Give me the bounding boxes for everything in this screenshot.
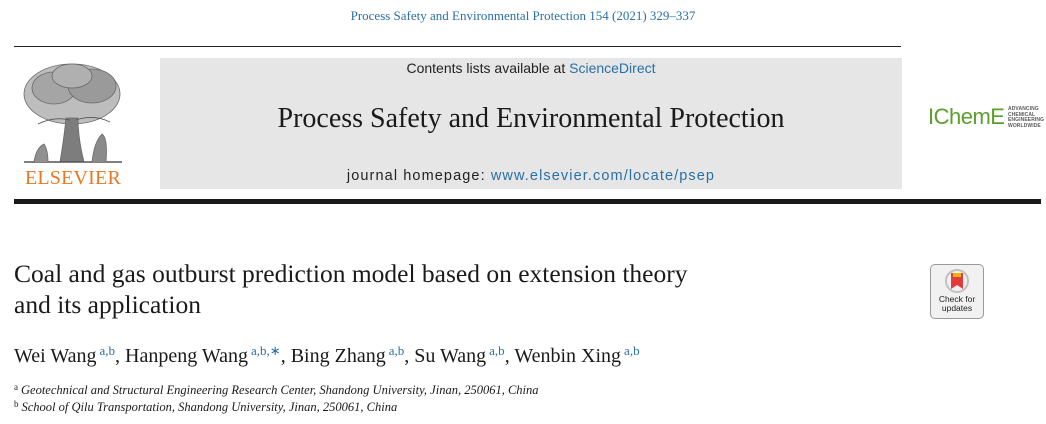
header-divider — [14, 46, 901, 47]
author-name[interactable]: Wenbin Xing — [514, 345, 622, 367]
homepage-link[interactable]: www.elsevier.com/locate/psep — [490, 168, 716, 184]
check-for-updates-line: updates — [941, 303, 973, 313]
author-affiliation-marks[interactable]: a,b — [99, 343, 116, 358]
affiliation-text: School of Qilu Transportation, Shandong … — [21, 400, 398, 414]
header-bottom-rule — [14, 199, 1041, 204]
affiliation-b: b School of Qilu Transportation, Shandong… — [14, 399, 397, 415]
journal-header-band — [160, 58, 902, 189]
affiliation-a: a Geotechnical and Structural Engineering… — [14, 382, 539, 398]
icheme-tagline-line: ADVANCING — [1008, 106, 1039, 112]
author-name[interactable]: Hanpeng Wang — [125, 345, 249, 367]
icheme-tagline-line: CHEMICAL — [1008, 111, 1036, 118]
icheme-tagline-line: WORLDWIDE — [1008, 122, 1041, 129]
check-for-updates-line: Check for — [938, 294, 976, 304]
journal-homepage-line: journal homepage: www.elsevier.com/locat… — [160, 168, 902, 184]
elsevier-logo[interactable] — [14, 58, 132, 190]
author-name[interactable]: Su Wang — [414, 345, 487, 367]
author-affiliation-marks[interactable]: a,b — [388, 343, 405, 358]
author-affiliation-marks[interactable]: a,b — [624, 343, 640, 358]
author-list: Wei Wang a,b, Hanpeng Wang a,b,∗, Bing Zha… — [14, 343, 640, 367]
author-affiliation-marks[interactable]: a,b,∗ — [251, 343, 281, 358]
tree-engraving-icon — [23, 63, 122, 163]
contents-line: Contents lists available at ScienceDirec… — [160, 60, 902, 76]
check-for-updates-label: Check for updates — [931, 295, 983, 313]
affiliation-mark: b — [14, 399, 19, 409]
contents-prefix: Contents lists available at — [406, 60, 570, 76]
article-title-line: and its application — [14, 290, 201, 319]
icheme-tagline: ADVANCING CHEMICAL ENGINEERING WORLDWIDE — [1008, 106, 1045, 129]
icheme-tagline-line: ENGINEERING — [1008, 117, 1045, 124]
author-affiliation-marks[interactable]: a,b — [489, 343, 505, 358]
icheme-logo[interactable]: IChemE ADVANCING CHEMICAL ENGINEERING WO… — [928, 104, 1045, 134]
article-title-line: Coal and gas outburst prediction model b… — [14, 259, 688, 288]
icheme-wordmark: IChemE — [928, 104, 1005, 129]
check-for-updates-badge[interactable]: Check for updates — [930, 264, 984, 319]
author-name[interactable]: Wei Wang — [14, 345, 97, 367]
affiliation-text: Geotechnical and Structural Engineering … — [21, 383, 539, 397]
affiliation-mark: a — [14, 382, 18, 392]
sciencedirect-link[interactable]: ScienceDirect — [569, 60, 656, 76]
article-title: Coal and gas outburst prediction model b… — [14, 258, 894, 320]
bookmark-icon — [945, 269, 969, 293]
journal-citation: Process Safety and Environmental Protect… — [350, 8, 696, 23]
elsevier-wordmark: ELSEVIER — [24, 167, 122, 189]
journal-title: Process Safety and Environmental Protect… — [277, 103, 785, 134]
author-name[interactable]: Bing Zhang — [290, 345, 386, 367]
homepage-prefix: journal homepage: — [346, 168, 491, 184]
